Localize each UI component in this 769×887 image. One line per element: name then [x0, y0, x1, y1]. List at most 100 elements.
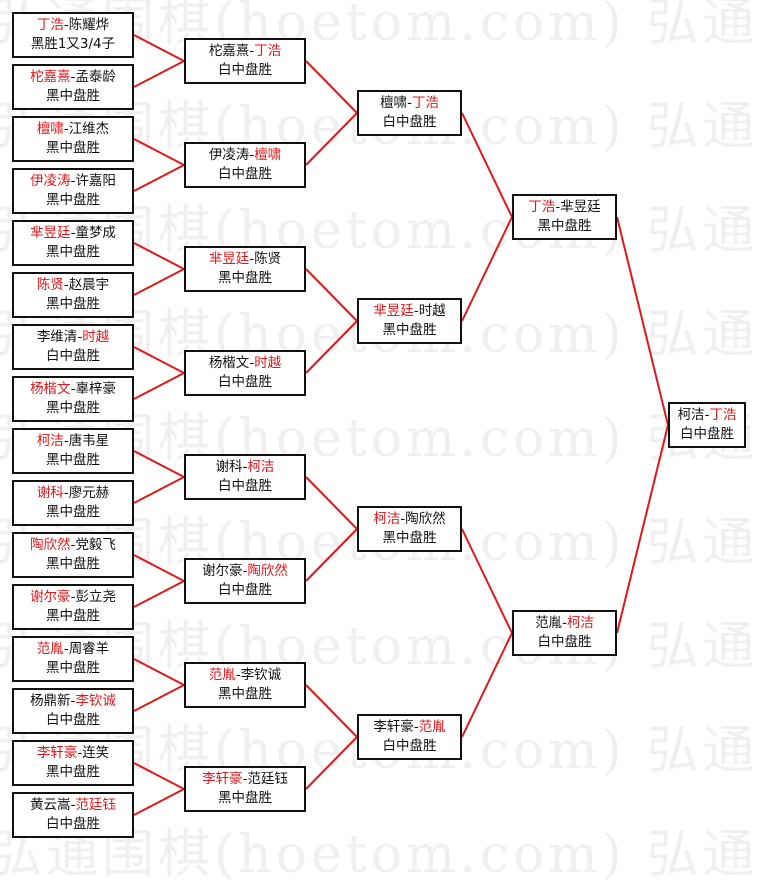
player-b: 赵晨宇 — [68, 277, 110, 293]
match-players: 芈昱廷-陈贤 — [209, 250, 281, 269]
connector-line — [133, 788, 185, 816]
player-a: 范胤 — [36, 641, 64, 657]
match-result: 黑中盘胜 — [46, 192, 100, 208]
player-a: 陶欣然 — [30, 537, 71, 553]
player-a: 柁嘉熹 — [30, 69, 71, 85]
match-box: 柯洁-唐韦星 黑中盘胜 — [12, 428, 134, 474]
match-result: 黑中盘胜 — [537, 218, 592, 234]
match-players: 李维清-时越 — [37, 328, 109, 347]
match-players: 檀啸-丁浩 — [380, 94, 439, 113]
match-result: 黑中盘胜 — [46, 88, 100, 104]
player-b: 陶欣然 — [247, 563, 288, 579]
player-a: 柯洁 — [36, 433, 64, 449]
match-players: 柯洁-唐韦星 — [37, 432, 109, 451]
player-b: 唐韦星 — [68, 433, 110, 449]
match-box: 陈贤-赵晨宇 黑中盘胜 — [12, 272, 134, 318]
match-box: 芈昱廷-陈贤 黑中盘胜 — [184, 246, 306, 292]
separator: - — [249, 251, 255, 267]
match-result: 黑中盘胜 — [46, 140, 100, 156]
match-result: 白中盘胜 — [46, 348, 100, 364]
match-players: 芈昱廷-童梦成 — [30, 224, 116, 243]
player-b: 丁浩 — [254, 43, 282, 59]
match-result: 白中盘胜 — [680, 426, 734, 442]
match-result: 白中盘胜 — [218, 582, 272, 598]
connector-line — [133, 60, 185, 88]
match-result: 黑中盘胜 — [46, 764, 100, 780]
match-players: 杨鼎新-李钦诚 — [30, 692, 116, 711]
match-result: 白中盘胜 — [382, 114, 437, 130]
player-b: 党毅飞 — [75, 537, 116, 553]
match-players: 范胤-柯洁 — [535, 614, 594, 633]
connector-line — [305, 528, 358, 582]
match-players: 丁浩-陈耀烨 — [37, 16, 109, 35]
player-b: 许嘉阳 — [75, 173, 116, 189]
player-b: 童梦成 — [75, 225, 116, 241]
match-result: 黑中盘胜 — [218, 270, 272, 286]
player-b: 范廷钰 — [75, 797, 116, 813]
match-result: 白中盘胜 — [537, 634, 592, 650]
match-players: 柁嘉熹-丁浩 — [209, 42, 281, 61]
player-b: 彭立尧 — [75, 589, 116, 605]
match-result: 白中盘胜 — [218, 478, 272, 494]
separator: - — [63, 17, 69, 33]
match-box: 杨楷文-辜梓豪 黑中盘胜 — [12, 376, 134, 422]
player-a: 伊凌涛 — [208, 147, 250, 163]
separator: - — [63, 433, 69, 449]
separator: - — [413, 303, 419, 319]
player-a: 谢尔豪 — [30, 589, 71, 605]
match-players: 李轩豪-范胤 — [373, 718, 445, 737]
separator: - — [704, 407, 710, 423]
player-a: 伊凌涛 — [30, 173, 71, 189]
match-players: 伊凌涛-檀啸 — [209, 146, 281, 165]
player-b: 檀啸 — [254, 147, 282, 163]
connector-line — [616, 216, 669, 426]
match-players: 李轩豪-范廷钰 — [202, 770, 288, 789]
match-result: 白中盘胜 — [218, 166, 272, 182]
match-result: 黑中盘胜 — [46, 452, 100, 468]
separator: - — [70, 173, 76, 189]
player-a: 谢科 — [215, 459, 243, 475]
match-result: 黑胜1又3/4子 — [30, 36, 116, 52]
connector-line — [133, 268, 185, 296]
player-b: 李钦诚 — [240, 667, 282, 683]
player-b: 丁浩 — [411, 95, 439, 111]
separator: - — [63, 641, 69, 657]
match-players: 谢尔豪-陶欣然 — [202, 562, 288, 581]
match-players: 黄云嵩-范廷钰 — [30, 796, 116, 815]
player-b: 孟泰龄 — [75, 69, 116, 85]
match-box: 谢尔豪-彭立尧 黑中盘胜 — [12, 584, 134, 630]
match-box: 檀啸-江维杰 黑中盘胜 — [12, 116, 134, 162]
player-a: 陈贤 — [36, 277, 64, 293]
separator: - — [70, 797, 76, 813]
player-a: 杨楷文 — [208, 355, 250, 371]
match-result: 黑中盘胜 — [46, 556, 100, 572]
match-result: 黑中盘胜 — [382, 530, 437, 546]
match-box: 范胤-周睿羊 黑中盘胜 — [12, 636, 134, 682]
separator: - — [235, 667, 241, 683]
player-b: 范胤 — [418, 719, 446, 735]
match-box: 李维清-时越 白中盘胜 — [12, 324, 134, 370]
connector-line — [461, 112, 513, 218]
match-players: 范胤-李钦诚 — [209, 666, 281, 685]
match-box: 芈昱廷-童梦成 黑中盘胜 — [12, 220, 134, 266]
player-b: 周睿羊 — [68, 641, 110, 657]
separator: - — [249, 147, 255, 163]
separator: - — [77, 745, 83, 761]
connector-line — [133, 372, 185, 400]
match-players: 芈昱廷-时越 — [373, 302, 445, 321]
player-a: 范胤 — [535, 615, 563, 631]
final-match-box: 柯洁-丁浩 白中盘胜 — [668, 402, 746, 448]
connector-line — [616, 424, 669, 634]
connector-line — [133, 346, 185, 374]
connector-line — [461, 528, 513, 634]
separator: - — [70, 69, 76, 85]
match-box: 谢科-柯洁 白中盘胜 — [184, 454, 306, 500]
match-box: 黄云嵩-范廷钰 白中盘胜 — [12, 792, 134, 838]
separator: - — [413, 719, 419, 735]
player-a: 芈昱廷 — [373, 303, 414, 319]
player-a: 芈昱廷 — [30, 225, 71, 241]
separator: - — [77, 329, 83, 345]
match-players: 李轩豪-连笑 — [37, 744, 109, 763]
match-players: 陈贤-赵晨宇 — [37, 276, 109, 295]
player-b: 柯洁 — [566, 615, 594, 631]
